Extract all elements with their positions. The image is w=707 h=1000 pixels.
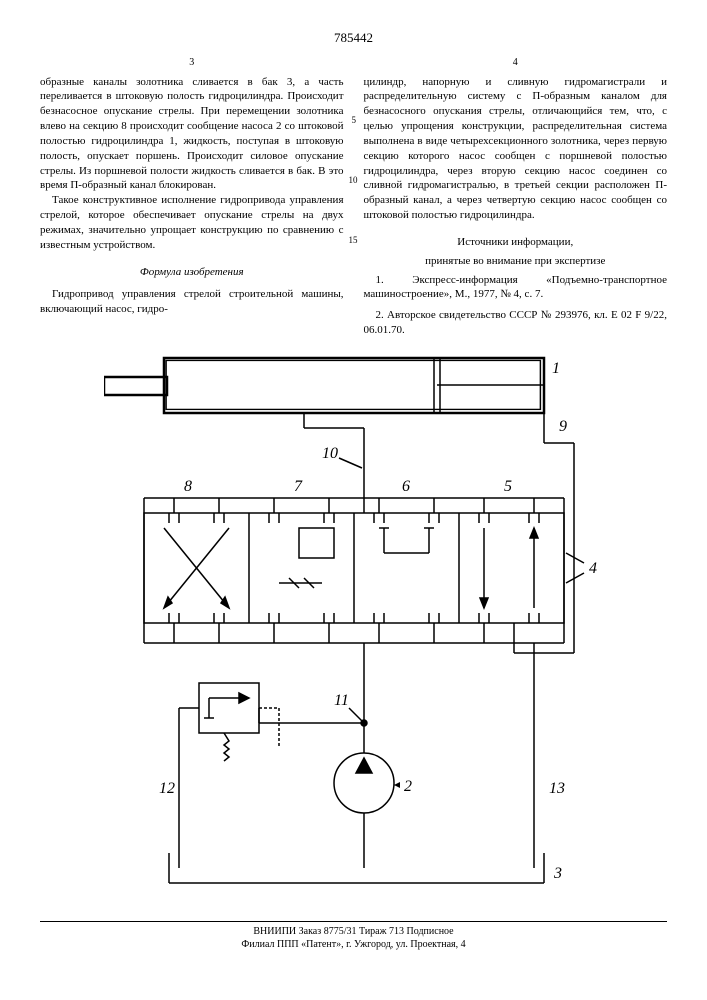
formula-title: Формула изобретения (40, 265, 344, 280)
left-paragraph-3: Гидропривод управления стрелой строитель… (40, 287, 344, 317)
footer-line-2: Филиал ППП «Патент», г. Ужгород, ул. Про… (40, 938, 667, 951)
right-paragraph-1: цилиндр, напорную и сливную гидромагистр… (364, 75, 668, 223)
svg-text:9: 9 (559, 418, 567, 435)
right-column: 4 5 10 15 цилиндр, напорную и сливную ги… (364, 56, 668, 338)
hydraulic-diagram: 1 9 10 8 7 6 5 4 11 2 12 13 3 (104, 353, 604, 913)
footer-line-1: ВНИИПИ Заказ 8775/31 Тираж 713 Подписное (40, 925, 667, 938)
sources-title: Источники информации, (364, 235, 668, 250)
right-paragraph-3: 2. Авторское свидетельство СССР № 293976… (364, 308, 668, 338)
svg-text:12: 12 (159, 780, 175, 797)
text-columns: 3 образные каналы золотника сливается в … (40, 56, 667, 338)
col-num-left: 3 (40, 56, 344, 70)
svg-text:13: 13 (549, 780, 565, 797)
svg-text:6: 6 (402, 478, 410, 495)
sources-subtitle: принятые во внимание при экспертизе (364, 254, 668, 269)
diagram-svg: 1 9 10 8 7 6 5 4 11 2 12 13 3 (104, 353, 604, 913)
left-column: 3 образные каналы золотника сливается в … (40, 56, 344, 338)
line-number-10: 10 (349, 174, 358, 186)
svg-text:3: 3 (553, 865, 562, 882)
svg-text:7: 7 (294, 478, 303, 495)
svg-text:1: 1 (552, 360, 560, 377)
patent-number: 785442 (40, 30, 667, 46)
left-paragraph-2: Такое конструктивное исполнение гидропри… (40, 193, 344, 252)
line-number-5: 5 (352, 114, 357, 126)
svg-text:5: 5 (504, 478, 512, 495)
right-paragraph-2: 1. Экспресс-информация «Подъемно-транспо… (364, 273, 668, 303)
line-number-15: 15 (349, 234, 358, 246)
svg-text:2: 2 (404, 778, 412, 795)
svg-text:8: 8 (184, 478, 192, 495)
left-paragraph-1: образные каналы золотника сливается в ба… (40, 75, 344, 194)
col-num-right: 4 (364, 56, 668, 70)
svg-text:11: 11 (334, 692, 349, 709)
svg-text:10: 10 (322, 445, 338, 462)
footer: ВНИИПИ Заказ 8775/31 Тираж 713 Подписное… (40, 921, 667, 951)
svg-text:4: 4 (589, 560, 597, 577)
